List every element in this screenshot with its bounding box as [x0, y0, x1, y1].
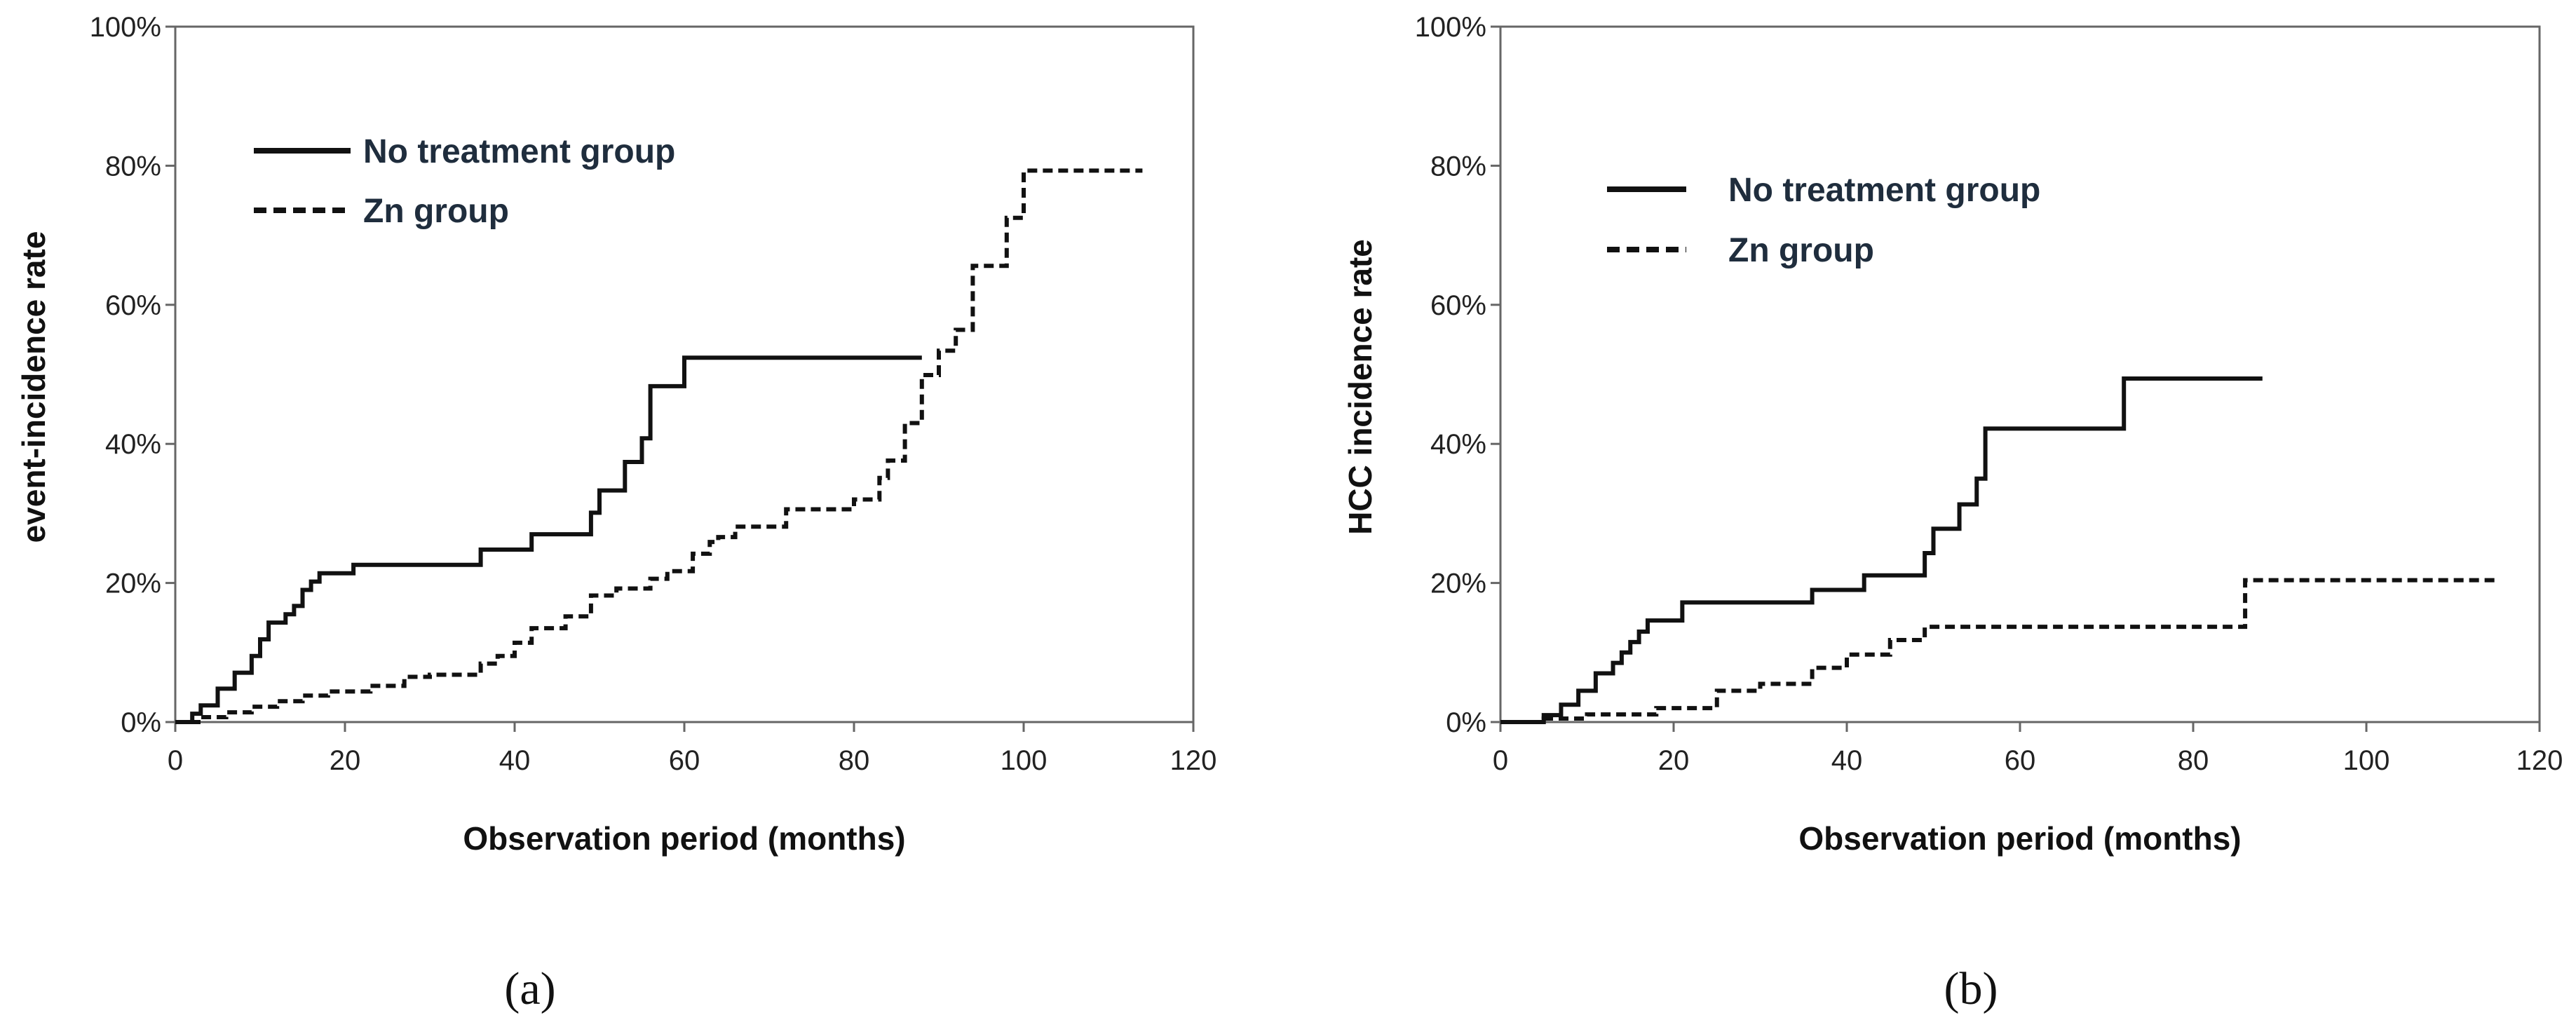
x-tick-label: 80 [839, 745, 870, 776]
x-tick-label: 20 [1658, 745, 1690, 776]
legend-label: Zn group [1728, 232, 1874, 269]
x-tick-label: 120 [1170, 745, 1217, 776]
x-tick-label: 100 [2343, 745, 2390, 776]
panel-label: (a) [504, 963, 555, 1014]
x-tick-label: 80 [2178, 745, 2209, 776]
y-axis-title: event-incidence rate [15, 231, 52, 543]
y-tick-label: 40% [105, 429, 161, 460]
plot-frame [1499, 25, 2541, 723]
x-tick-label: 20 [330, 745, 361, 776]
panel-label: (b) [1944, 963, 1998, 1014]
y-tick-label: 80% [105, 151, 161, 182]
y-tick-label: 20% [1430, 569, 1486, 599]
panel-a: 0% 20% 40% 60% 80% 100% 0 20 40 60 80 100 120 Observa… [15, 12, 1216, 1014]
series-line-zn-group [1500, 578, 2497, 724]
x-tick-label: 100 [1001, 745, 1048, 776]
y-tick-label: 0% [121, 707, 161, 738]
y-tick-label: 40% [1430, 429, 1486, 460]
x-tick-label: 40 [1831, 745, 1863, 776]
legend-label: No treatment group [363, 133, 675, 170]
legend-label: No treatment group [1728, 172, 2040, 209]
series-line-zn-group [175, 168, 1143, 724]
x-tick-label: 60 [2005, 745, 2036, 776]
x-axis-title: Observation period (months) [463, 820, 905, 857]
y-tick-label: 100% [1415, 12, 1486, 43]
x-tick-label: 0 [168, 745, 183, 776]
x-tick-label: 0 [1493, 745, 1508, 776]
y-tick-label: 60% [1430, 290, 1486, 321]
y-tick-label: 60% [105, 290, 161, 321]
panel-b: 0% 20% 40% 60% 80% 100% 0 20 40 60 80 100 120 Observa… [1342, 12, 2563, 1014]
y-tick-label: 80% [1430, 151, 1486, 182]
x-axis-title: Observation period (months) [1798, 820, 2241, 857]
series-line-no-treatment-group [1500, 376, 2263, 724]
x-tick-label: 40 [499, 745, 531, 776]
legend-label: Zn group [363, 193, 509, 230]
series-line-no-treatment-group [175, 355, 922, 724]
y-tick-label: 100% [90, 12, 161, 43]
x-tick-label: 120 [2516, 745, 2563, 776]
y-tick-label: 0% [1446, 707, 1486, 738]
y-axis-title: HCC incidence rate [1342, 239, 1378, 535]
y-tick-label: 20% [105, 569, 161, 599]
x-tick-label: 60 [669, 745, 700, 776]
